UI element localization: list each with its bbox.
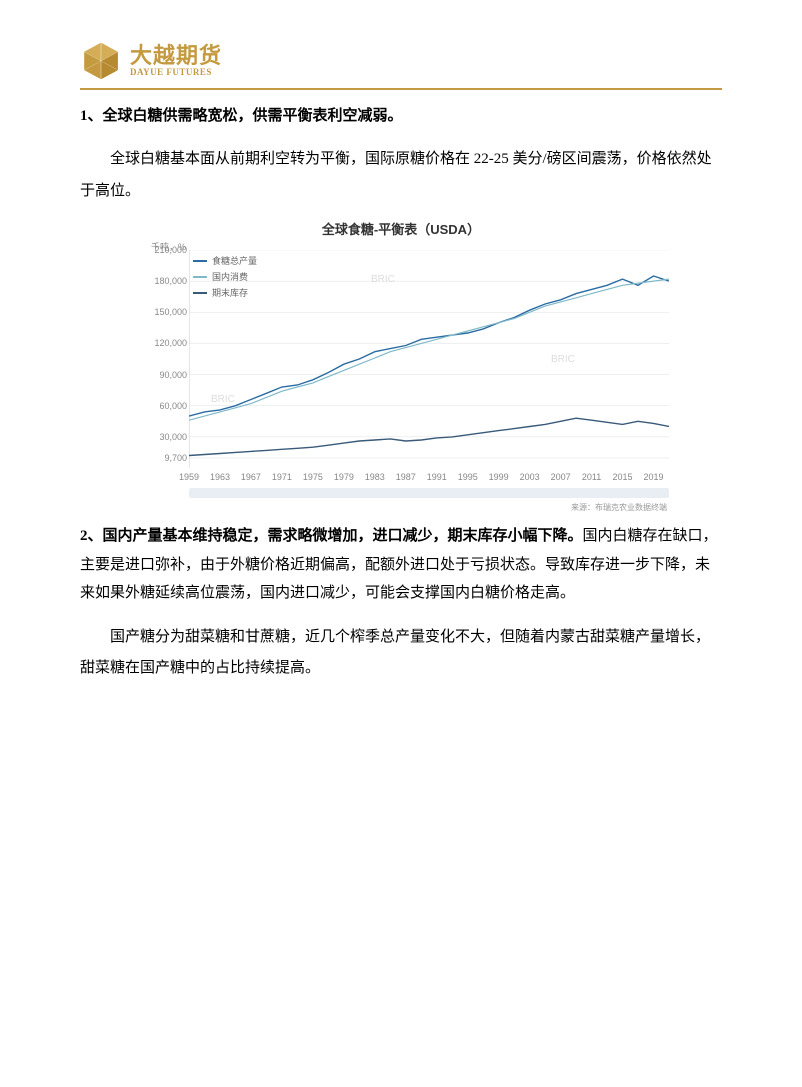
page-header: 大越期货 DAYUE FUTURES — [80, 40, 722, 82]
chart-title: 全球食糖-平衡表（USDA） — [80, 219, 722, 238]
section1-heading: 1、全球白糖供需略宽松，供需平衡表利空减弱。 — [80, 104, 722, 128]
y-tick-label: 150,000 — [154, 307, 187, 317]
y-axis-labels: 9,700 30,000 60,000 90,000 120,000 150,000 180… — [143, 244, 187, 468]
y-tick-label: 9,700 — [164, 453, 187, 463]
x-tick-label: 1987 — [396, 472, 416, 482]
x-tick-label: 1999 — [489, 472, 509, 482]
watermark: BRIC — [211, 394, 235, 405]
chart-source: 来源：布瑞克农业数据终端 — [571, 502, 667, 513]
y-tick-label: 90,000 — [159, 370, 187, 380]
x-tick-label: 2019 — [644, 472, 664, 482]
x-tick-label: 2015 — [613, 472, 633, 482]
logo-en: DAYUE FUTURES — [130, 68, 222, 78]
x-tick-label: 1959 — [179, 472, 199, 482]
section2-heading-bold: 2、国内产量基本维持稳定，需求略微增加，进口减少，期末库存小幅下降。 — [80, 528, 583, 544]
x-tick-label: 1991 — [427, 472, 447, 482]
chart-area: 千吨，% 食糖总产量 国内消费 期末库存 9,70030,00060,00090… — [121, 244, 681, 504]
x-tick-label: 1995 — [458, 472, 478, 482]
x-tick-label: 2011 — [582, 472, 601, 482]
section1-para1: 全球白糖基本面从前期利空转为平衡，国际原糖价格在 22-25 美分/磅区间震荡，… — [80, 144, 722, 207]
x-tick-label: 1975 — [303, 472, 323, 482]
line-chart-plot — [189, 250, 669, 468]
x-tick-label: 1963 — [210, 472, 230, 482]
x-tick-label: 2007 — [551, 472, 571, 482]
logo-cn: 大越期货 — [130, 44, 222, 68]
y-tick-label: 30,000 — [159, 432, 187, 442]
cube-logo-icon — [80, 40, 122, 82]
x-tick-label: 1971 — [272, 472, 292, 482]
y-tick-label: 120,000 — [154, 338, 187, 348]
section2-para2: 国产糖分为甜菜糖和甘蔗糖，近几个榨季总产量变化不大，但随着内蒙古甜菜糖产量增长，… — [80, 622, 722, 685]
section2-main: 2、国内产量基本维持稳定，需求略微增加，进口减少，期末库存小幅下降。国内白糖存在… — [80, 522, 722, 608]
chart-range-slider[interactable] — [189, 488, 669, 498]
watermark: BRIC — [551, 354, 575, 365]
y-tick-label: 210,000 — [154, 245, 187, 255]
y-tick-label: 60,000 — [159, 401, 187, 411]
x-tick-label: 1967 — [241, 472, 261, 482]
y-tick-label: 180,000 — [154, 276, 187, 286]
x-tick-label: 2003 — [520, 472, 540, 482]
x-tick-label: 1983 — [365, 472, 385, 482]
logo-text: 大越期货 DAYUE FUTURES — [130, 44, 222, 78]
header-divider — [80, 88, 722, 90]
chart-usda-balance: 全球食糖-平衡表（USDA） 千吨，% 食糖总产量 国内消费 期末库存 9,70… — [80, 219, 722, 504]
x-tick-label: 1979 — [334, 472, 354, 482]
watermark: BRIC — [371, 274, 395, 285]
